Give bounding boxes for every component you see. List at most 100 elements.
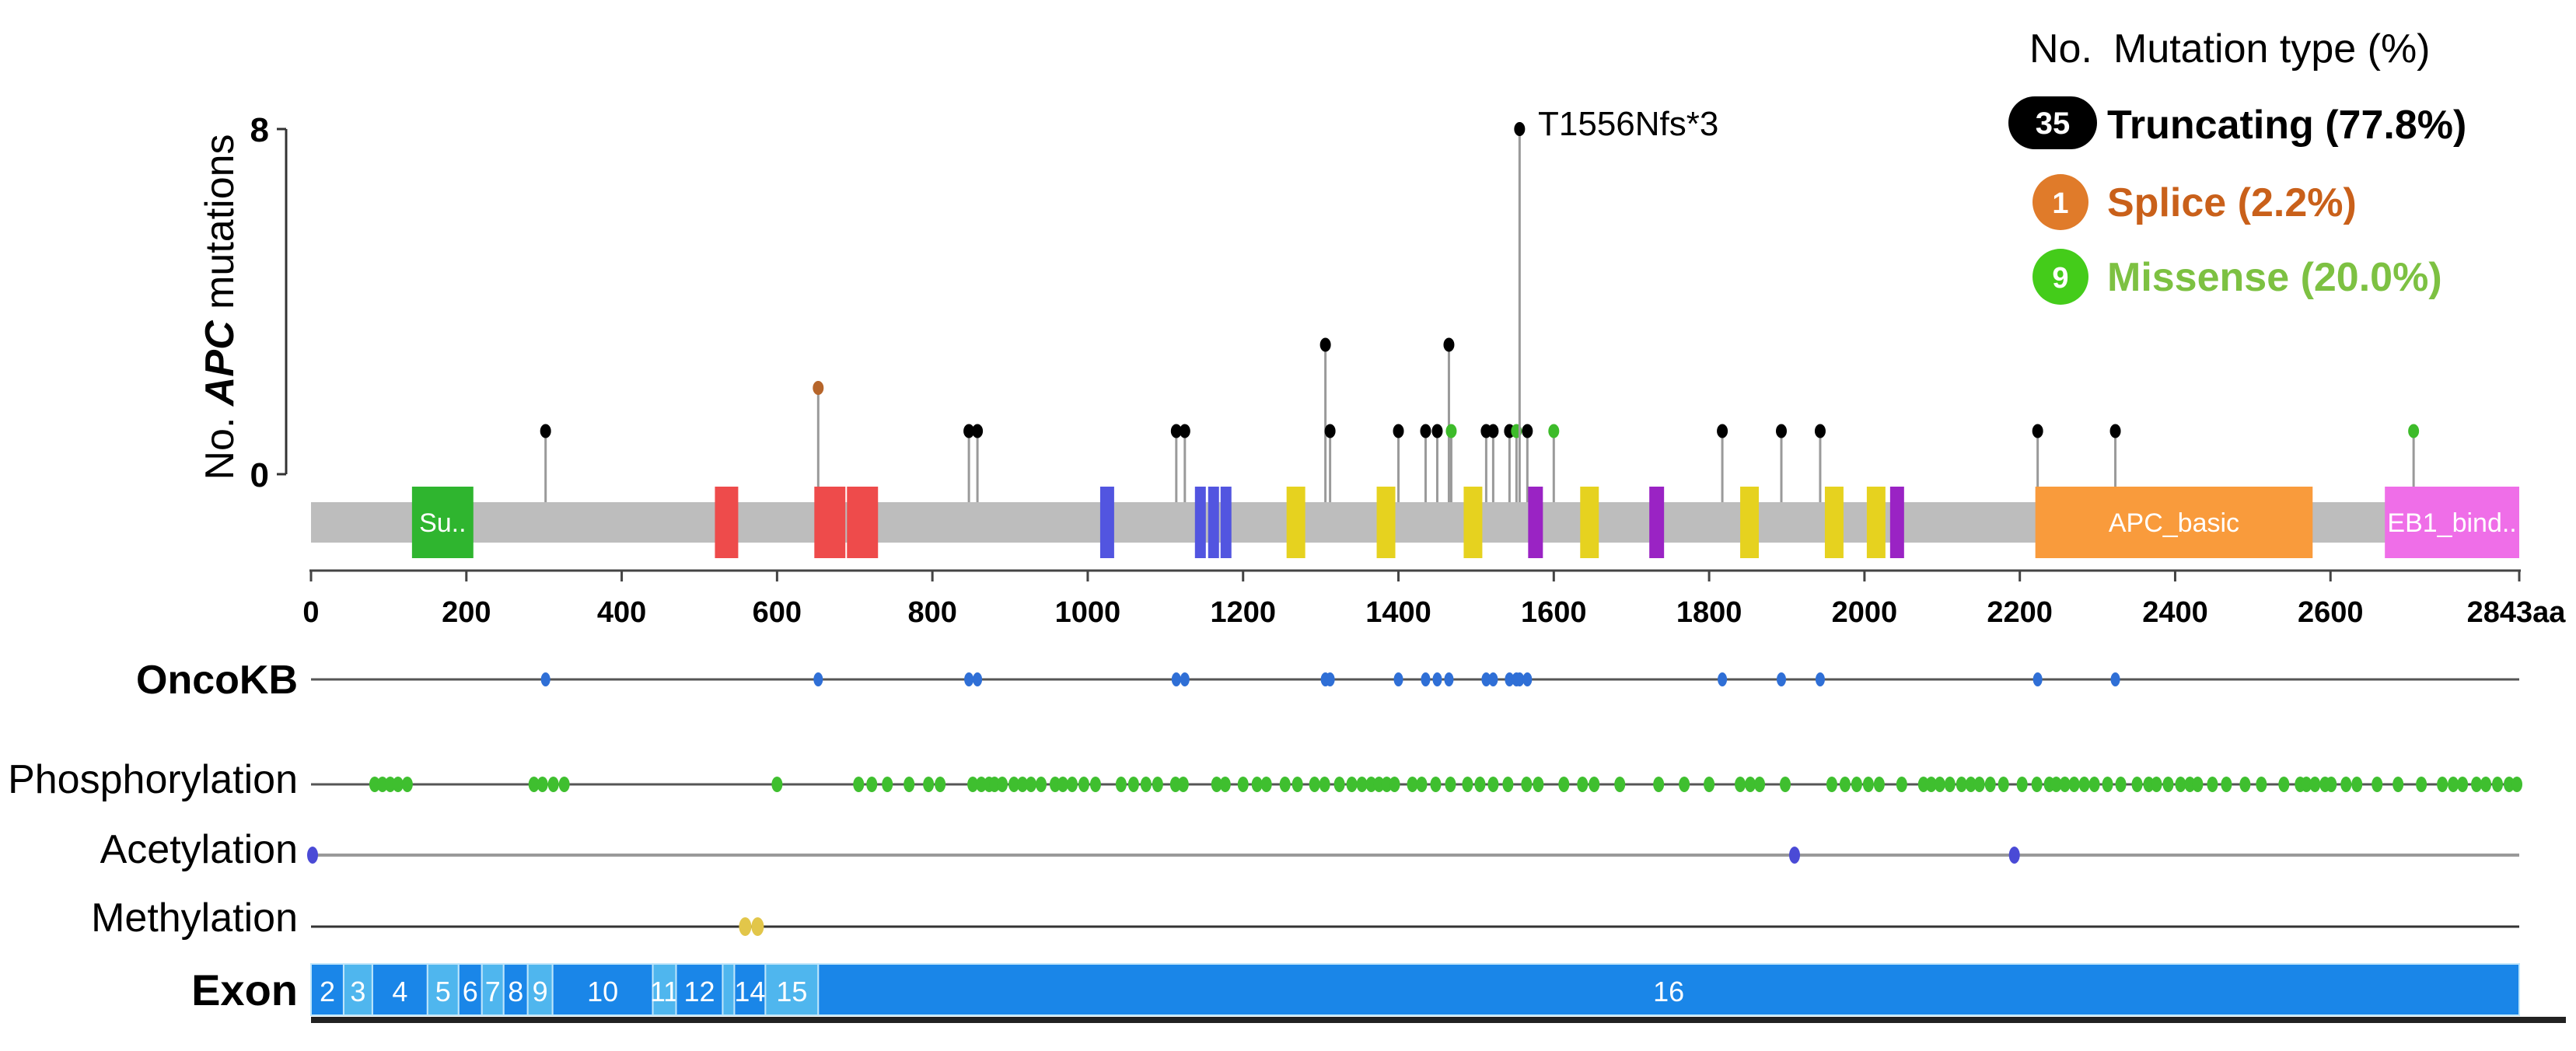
oncokb-dot bbox=[1488, 672, 1498, 686]
protein-domain bbox=[1208, 487, 1219, 558]
phosphorylation-dot bbox=[2115, 777, 2127, 792]
x-ticks: 0 200 400 600 800 1000 1200 1400 1600 1800 2000 220… bbox=[302, 571, 2521, 629]
x-tick-label: 1200 bbox=[1210, 596, 1276, 629]
mutation-truncating-dot bbox=[1170, 424, 1182, 438]
x-tick-label: 2600 bbox=[2298, 596, 2364, 629]
phosphorylation-dot bbox=[1346, 777, 1358, 792]
phosphorylation-track-label: Phosphorylation bbox=[8, 757, 298, 802]
phosphorylation-dot bbox=[2471, 777, 2483, 792]
exon-block bbox=[722, 963, 736, 1016]
phosphorylation-dot bbox=[537, 777, 548, 792]
oncokb-dot bbox=[973, 672, 983, 686]
phosphorylation-track-dots bbox=[369, 777, 2523, 792]
mutation-truncating-dot bbox=[1514, 122, 1526, 136]
phosphorylation-dot bbox=[1862, 777, 1874, 792]
x-tick-label: 600 bbox=[753, 596, 802, 629]
oncokb-dot bbox=[1815, 672, 1825, 686]
mutation-lollipops bbox=[540, 122, 2420, 502]
phosphorylation-dot bbox=[1430, 777, 1442, 792]
phosphorylation-dot bbox=[1115, 777, 1127, 792]
phosphorylation-dot bbox=[882, 777, 893, 792]
protein-domain bbox=[1099, 487, 1114, 558]
phosphorylation-dot bbox=[1521, 777, 1533, 792]
x-axis-end-label: 2843aa bbox=[2467, 596, 2567, 629]
protein-domain bbox=[1220, 487, 1232, 558]
mutation-truncating-dot bbox=[2109, 424, 2121, 438]
x-tick-label: 2200 bbox=[1987, 596, 2053, 629]
oncokb-dot bbox=[1505, 672, 1515, 686]
methylation-dot bbox=[739, 917, 752, 936]
mutation-splice-dot bbox=[813, 381, 824, 395]
phosphorylation-dot bbox=[2372, 777, 2383, 792]
phosphorylation-dot bbox=[1365, 777, 1377, 792]
phosphorylation-dot bbox=[2068, 777, 2080, 792]
mutation-truncating-dot bbox=[1717, 424, 1728, 438]
phosphorylation-dot bbox=[2392, 777, 2404, 792]
phosphorylation-dot bbox=[1219, 777, 1231, 792]
phosphorylation-dot bbox=[1381, 777, 1393, 792]
phosphorylation-dot bbox=[1309, 777, 1320, 792]
phosphorylation-dot bbox=[1237, 777, 1249, 792]
mutation-truncating-dot bbox=[1393, 424, 1404, 438]
phosphorylation-dot bbox=[2031, 777, 2043, 792]
oncokb-dot bbox=[1777, 672, 1787, 686]
phosphorylation-dot bbox=[1026, 777, 1037, 792]
oncokb-dot bbox=[2032, 672, 2043, 686]
phosphorylation-dot bbox=[2151, 777, 2162, 792]
x-tick-label: 2400 bbox=[2142, 596, 2208, 629]
phosphorylation-dot bbox=[1704, 777, 1715, 792]
phosphorylation-dot bbox=[2492, 777, 2504, 792]
phosphorylation-dot bbox=[528, 777, 540, 792]
phosphorylation-dot bbox=[1008, 777, 1020, 792]
protein-domain bbox=[814, 487, 846, 558]
exon-block bbox=[764, 963, 820, 1016]
phosphorylation-dot bbox=[1984, 777, 1996, 792]
oncokb-dot bbox=[1432, 672, 1442, 686]
exon-block bbox=[551, 963, 654, 1016]
phosphorylation-dot bbox=[384, 777, 396, 792]
y-tick-label: 0 bbox=[250, 456, 269, 494]
phosphorylation-dot bbox=[1416, 777, 1428, 792]
mutation-truncating-dot bbox=[1522, 424, 1533, 438]
protein-domain bbox=[1376, 487, 1396, 558]
phosphorylation-dot bbox=[2278, 777, 2290, 792]
exon-number: 11 bbox=[650, 976, 679, 1007]
phosphorylation-dot bbox=[1211, 777, 1222, 792]
phosphorylation-dot bbox=[2256, 777, 2267, 792]
phosphorylation-dot bbox=[392, 777, 404, 792]
mutation-truncating-dot bbox=[1420, 424, 1431, 438]
phosphorylation-dot bbox=[1291, 777, 1303, 792]
exon-block bbox=[502, 963, 529, 1016]
phosphorylation-dot bbox=[997, 777, 1008, 792]
phosphorylation-dot bbox=[1487, 777, 1499, 792]
exon-number: 12 bbox=[683, 976, 715, 1007]
phosphorylation-dot bbox=[2504, 777, 2515, 792]
oncokb-dot bbox=[1718, 672, 1728, 686]
y-axis-label-prefix: No. bbox=[197, 406, 243, 480]
x-tick-label: 0 bbox=[302, 596, 319, 629]
phosphorylation-dot bbox=[2016, 777, 2028, 792]
phosphorylation-dot bbox=[2162, 777, 2174, 792]
protein-domains: Su.. APC_basic EB1_bind.. bbox=[411, 487, 2519, 558]
protein-domain bbox=[1649, 487, 1665, 558]
phosphorylation-dot bbox=[1577, 777, 1589, 792]
phosphorylation-dot bbox=[1956, 777, 1967, 792]
exon-track: 2 3 4 5 6 7 8 9 10 11 12 14 15 16 bbox=[310, 963, 2520, 1016]
phosphorylation-dot bbox=[1445, 777, 1456, 792]
phosphorylation-dot bbox=[1502, 777, 1514, 792]
phosphorylation-dot bbox=[1333, 777, 1345, 792]
phosphorylation-dot bbox=[1754, 777, 1766, 792]
protein-domain bbox=[1194, 487, 1206, 558]
legend: No. Mutation type (%) 35 Truncating (77.… bbox=[2008, 26, 2466, 305]
phosphorylation-dot bbox=[2088, 777, 2100, 792]
phosphorylation-dot bbox=[2221, 777, 2232, 792]
exon-number: 5 bbox=[435, 976, 451, 1007]
mutation-truncating-dot bbox=[1814, 424, 1826, 438]
x-tick-label: 1400 bbox=[1365, 596, 1431, 629]
exon-block bbox=[426, 963, 460, 1016]
protein-domain bbox=[2035, 487, 2313, 558]
exon-number: 6 bbox=[463, 976, 478, 1007]
phosphorylation-dot bbox=[1679, 777, 1690, 792]
methylation-track-dots bbox=[739, 917, 764, 936]
phosphorylation-dot bbox=[1078, 777, 1089, 792]
